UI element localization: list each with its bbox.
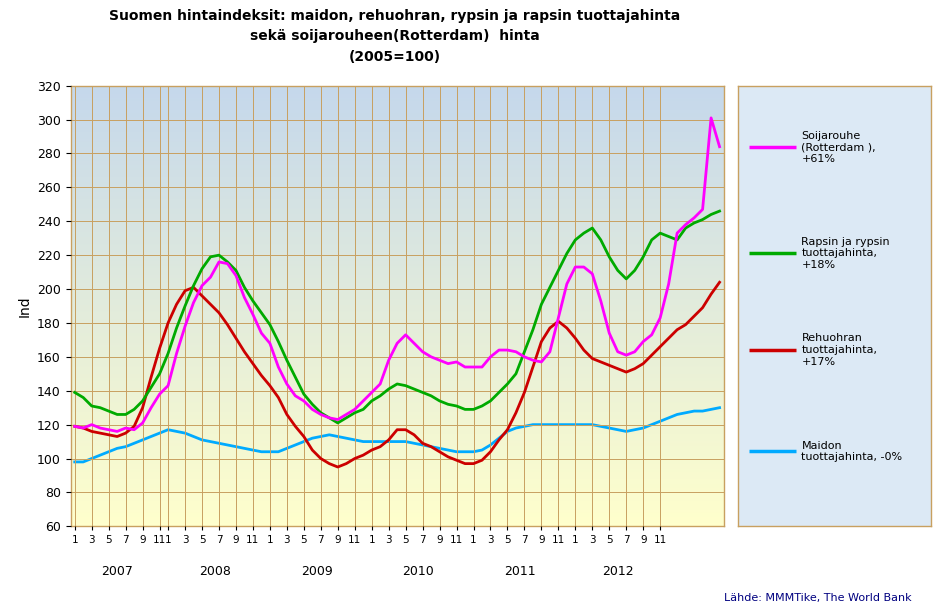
Text: 2012: 2012 [602,565,634,578]
Text: Suomen hintaindeksit: maidon, rehuohran, rypsin ja rapsin tuottajahinta: Suomen hintaindeksit: maidon, rehuohran,… [109,9,681,23]
Text: 2007: 2007 [102,565,133,578]
Text: 2011: 2011 [505,565,536,578]
Y-axis label: Ind: Ind [17,295,31,317]
Text: sekä soijarouheen(Rotterdam)  hinta: sekä soijarouheen(Rotterdam) hinta [250,29,540,43]
Text: 2008: 2008 [198,565,230,578]
Text: 2009: 2009 [301,565,333,578]
Text: Lähde: MMMTike, The World Bank: Lähde: MMMTike, The World Bank [724,593,912,603]
Text: 2010: 2010 [402,565,434,578]
Text: Soijarouhe
(Rotterdam ),
+61%: Soijarouhe (Rotterdam ), +61% [802,131,876,164]
Text: Rapsin ja rypsin
tuottajahinta,
+18%: Rapsin ja rypsin tuottajahinta, +18% [802,236,890,270]
Text: Rehuohran
tuottajahinta,
+17%: Rehuohran tuottajahinta, +17% [802,334,878,367]
Text: (2005=100): (2005=100) [349,50,441,64]
Text: Maidon
tuottajahinta, -0%: Maidon tuottajahinta, -0% [802,441,902,462]
